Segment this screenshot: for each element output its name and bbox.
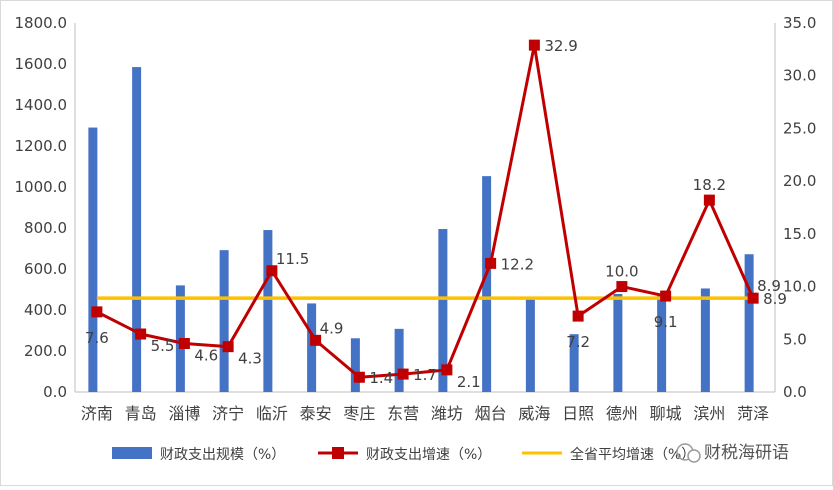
- growth-data-label: 7.6: [85, 329, 109, 347]
- growth-data-label: 2.1: [457, 373, 481, 391]
- bar-fiscal-expenditure: [88, 127, 98, 393]
- watermark-text: 财税海研语: [704, 443, 789, 463]
- wechat-icon-small: [687, 449, 701, 463]
- growth-marker: [660, 290, 672, 302]
- growth-marker: [397, 368, 409, 380]
- y-left-tick-label: 1200.0: [15, 137, 68, 155]
- x-category-label: 济南: [81, 404, 113, 423]
- y-left-tick-label: 200.0: [24, 342, 67, 360]
- x-category-label: 滨州: [693, 404, 725, 423]
- watermark: 财税海研语: [676, 443, 789, 463]
- growth-data-label: 10.0: [605, 263, 638, 281]
- y-right-tick-label: 10.0: [783, 278, 816, 296]
- growth-marker: [353, 371, 365, 383]
- growth-data-label: 1.7: [413, 366, 437, 384]
- growth-data-label: 32.9: [544, 37, 577, 55]
- growth-data-label: 4.6: [194, 347, 218, 365]
- growth-marker: [441, 364, 453, 376]
- x-category-label: 青岛: [125, 404, 157, 423]
- growth-data-label: 8.9: [757, 277, 781, 295]
- x-category-label: 潍坊: [431, 404, 463, 423]
- legend: 财政支出规模（%） 财政支出增速（%） 全省平均增速（%）: [112, 446, 695, 463]
- y-right-tick-label: 5.0: [783, 330, 807, 348]
- y-left-tick-label: 1000.0: [15, 178, 68, 196]
- y-right-tick-label: 20.0: [783, 172, 816, 190]
- growth-data-label: 7.2: [566, 333, 590, 351]
- y-left-tick-label: 600.0: [24, 260, 67, 278]
- growth-data-label: 11.5: [276, 250, 309, 268]
- growth-data-label: 12.2: [501, 255, 534, 273]
- y-left-tick-label: 1400.0: [15, 96, 68, 114]
- bar-fiscal-expenditure: [263, 230, 273, 392]
- y-right-tick-label: 25.0: [783, 119, 816, 137]
- growth-marker: [310, 334, 322, 346]
- y-left-tick-label: 800.0: [24, 219, 67, 237]
- bar-fiscal-expenditure: [482, 176, 492, 392]
- x-category-label: 淄博: [168, 404, 200, 423]
- legend-swatch-bar: [112, 447, 152, 459]
- growth-marker: [178, 338, 190, 350]
- y-left-tick-label: 400.0: [24, 301, 67, 319]
- x-category-label: 威海: [518, 404, 550, 423]
- growth-data-label: 18.2: [693, 176, 726, 194]
- growth-marker: [135, 328, 147, 340]
- growth-marker: [91, 306, 103, 318]
- x-category-label: 菏泽: [737, 404, 769, 423]
- legend-swatch-growth-marker: [332, 447, 344, 459]
- x-category-label: 枣庄: [343, 404, 375, 423]
- growth-marker: [747, 292, 759, 304]
- bar-fiscal-expenditure: [744, 254, 754, 392]
- x-category-label: 泰安: [300, 404, 332, 423]
- x-category-label: 日照: [562, 404, 594, 423]
- growth-marker: [222, 341, 234, 353]
- growth-marker: [703, 194, 715, 206]
- bar-fiscal-expenditure: [219, 250, 229, 392]
- x-category-label: 东营: [387, 404, 419, 423]
- y-left-tick-label: 1800.0: [15, 14, 68, 32]
- bar-fiscal-expenditure: [350, 338, 360, 392]
- bar-fiscal-expenditure: [438, 229, 448, 392]
- growth-marker: [485, 257, 497, 269]
- bar-fiscal-expenditure: [132, 67, 142, 392]
- x-category-label: 烟台: [475, 404, 507, 423]
- bar-fiscal-expenditure: [613, 294, 623, 392]
- y-left-tick-label: 0.0: [43, 383, 67, 401]
- growth-marker: [616, 281, 628, 293]
- legend-label-average: 全省平均增速（%）: [570, 446, 695, 463]
- legend-label-growth: 财政支出增速（%）: [366, 447, 491, 463]
- growth-marker: [528, 39, 540, 51]
- y-right-tick-label: 0.0: [783, 383, 807, 401]
- x-category-label: 临沂: [256, 404, 288, 423]
- y-left-tick-label: 1600.0: [15, 55, 68, 73]
- growth-data-label: 1.4: [369, 369, 393, 387]
- bar-fiscal-expenditure: [657, 295, 667, 392]
- y-right-tick-label: 30.0: [783, 67, 816, 85]
- bar-fiscal-expenditure: [700, 288, 710, 392]
- bar-fiscal-expenditure: [394, 328, 404, 392]
- growth-data-label: 4.3: [238, 350, 262, 368]
- growth-data-label: 9.1: [654, 313, 678, 331]
- x-category-label: 德州: [606, 404, 638, 423]
- bar-fiscal-expenditure: [525, 299, 535, 392]
- average-end-label: 8.9: [763, 290, 787, 308]
- growth-line: [96, 43, 755, 379]
- growth-data-label: 4.9: [320, 319, 344, 337]
- legend-label-scale: 财政支出规模（%）: [160, 447, 285, 463]
- growth-marker: [572, 310, 584, 322]
- y-right-tick-label: 35.0: [783, 14, 816, 32]
- growth-marker: [266, 265, 278, 277]
- x-category-label: 聊城: [650, 404, 682, 423]
- y-right-tick-label: 15.0: [783, 225, 816, 243]
- bar-fiscal-expenditure: [569, 334, 579, 392]
- bar-fiscal-expenditure: [307, 303, 317, 392]
- growth-data-label: 5.5: [151, 337, 175, 355]
- x-category-label: 济宁: [212, 404, 244, 423]
